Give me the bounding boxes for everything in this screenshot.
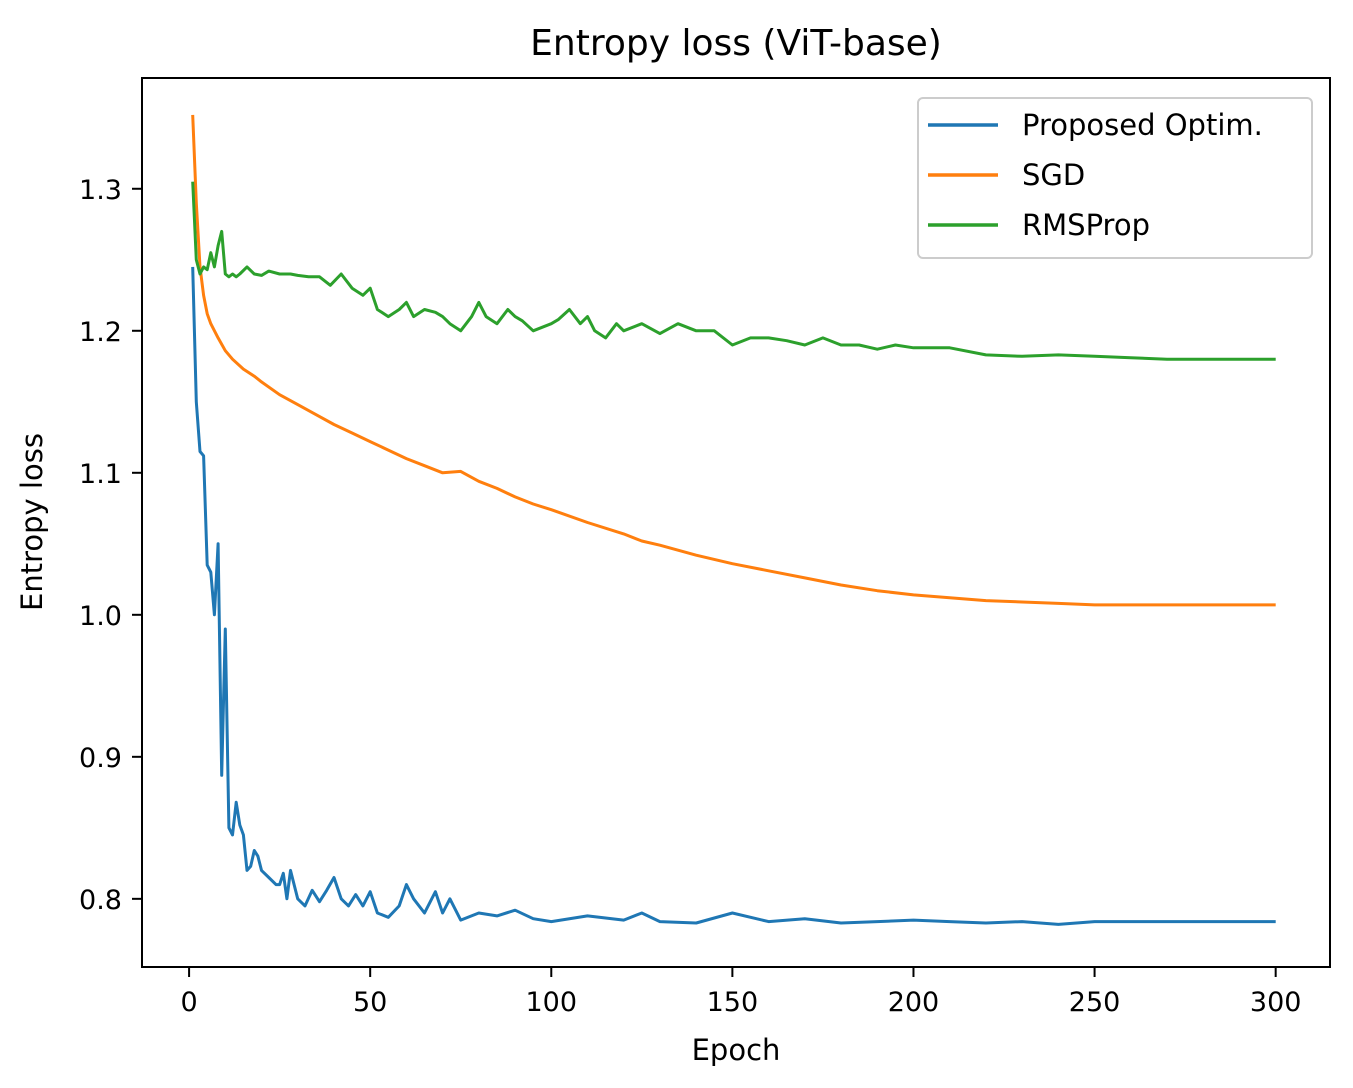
y-tick-label: 1.0 xyxy=(79,601,122,632)
legend: Proposed Optim. SGD RMSProp xyxy=(917,97,1313,259)
legend-label-sgd: SGD xyxy=(1022,158,1085,192)
legend-box xyxy=(917,97,1313,259)
y-tick-label: 1.3 xyxy=(79,175,122,206)
x-tick-label: 200 xyxy=(888,987,940,1018)
y-tick-label: 1.2 xyxy=(79,317,122,348)
x-tick-label: 0 xyxy=(180,987,197,1018)
x-tick-label: 100 xyxy=(526,987,578,1018)
x-tick-label: 300 xyxy=(1250,987,1302,1018)
x-axis-label: Epoch xyxy=(692,1033,781,1067)
series-layer xyxy=(191,114,1276,926)
plot-frame xyxy=(141,77,1331,968)
y-axis-label: Entropy loss xyxy=(15,433,49,611)
y-axis: 0.8 0.9 1.0 1.1 1.2 1.3 xyxy=(79,175,142,916)
y-tick-label: 0.8 xyxy=(79,885,122,916)
legend-label-proposed: Proposed Optim. xyxy=(1022,108,1263,142)
y-tick-label: 0.9 xyxy=(79,743,122,774)
y-tick-label: 1.1 xyxy=(79,459,122,490)
series-line-proposed xyxy=(191,266,1276,926)
legend-label-rmsprop: RMSProp xyxy=(1022,208,1150,242)
x-tick-label: 50 xyxy=(353,987,387,1018)
x-tick-label: 250 xyxy=(1069,987,1121,1018)
series-line-rmsprop xyxy=(191,181,1276,361)
x-tick-label: 150 xyxy=(707,987,759,1018)
chart-title: Entropy loss (ViT-base) xyxy=(530,23,942,64)
x-axis: 0 50 100 150 200 250 300 xyxy=(180,967,1301,1018)
series-line-sgd xyxy=(191,114,1276,607)
